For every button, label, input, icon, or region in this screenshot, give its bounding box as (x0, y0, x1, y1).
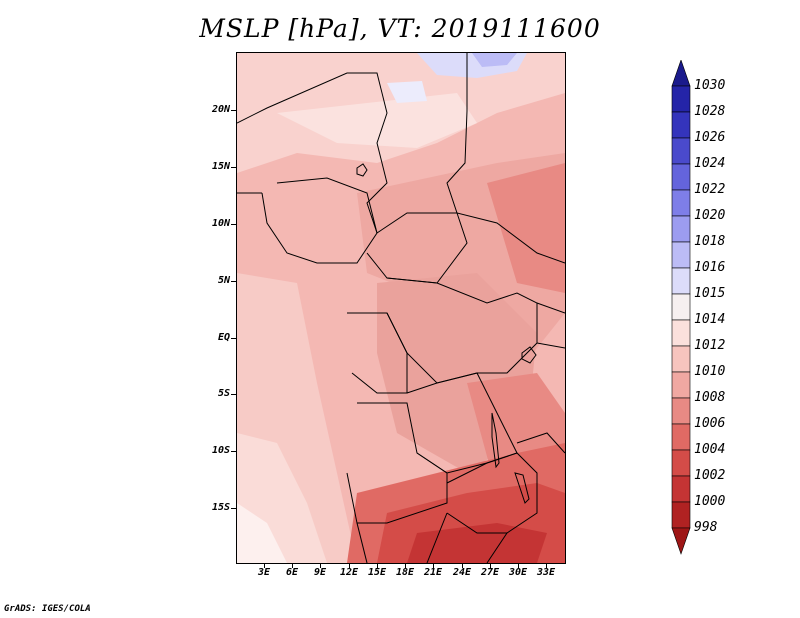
lon-label-27e: 27E (480, 567, 500, 578)
colorbar-segment (671, 397, 691, 425)
colorbar-segment (671, 137, 691, 165)
lon-label-21e: 21E (423, 567, 443, 578)
colorbar-label: 1000 (694, 494, 726, 509)
lon-label-9e: 9E (313, 567, 327, 578)
colorbar-label: 1004 (694, 442, 726, 457)
colorbar-segment (671, 293, 691, 321)
colorbar-top-triangle (671, 60, 691, 87)
lon-tick (377, 563, 378, 568)
lon-tick (320, 563, 321, 568)
colorbar-label: 1024 (694, 156, 726, 171)
colorbar-segment (671, 501, 691, 529)
lon-label-24e: 24E (452, 567, 472, 578)
lat-label-15n: 15N (211, 161, 230, 172)
colorbar-segment (671, 345, 691, 373)
lat-label-10n: 10N (211, 218, 230, 229)
lon-label-12e: 12E (339, 567, 359, 578)
lon-tick (518, 563, 519, 568)
lon-tick (264, 563, 265, 568)
lon-tick (433, 563, 434, 568)
colorbar-label: 1016 (694, 260, 726, 275)
colorbar-label: 1022 (694, 182, 726, 197)
colorbar-segment (671, 475, 691, 503)
lon-tick (292, 563, 293, 568)
lat-label-15s: 15S (211, 502, 230, 513)
colorbar-segment (671, 267, 691, 295)
colorbar-label: 1012 (694, 338, 726, 353)
colorbar (671, 60, 691, 555)
pressure-map (236, 52, 566, 564)
lon-tick (405, 563, 406, 568)
colorbar-label: 998 (694, 520, 718, 535)
colorbar-label: 1014 (694, 312, 726, 327)
colorbar-segment (671, 371, 691, 399)
colorbar-bottom-triangle (671, 527, 691, 555)
lon-tick (490, 563, 491, 568)
map-title: MSLP [hPa], VT: 2019111600 (199, 14, 601, 43)
colorbar-segment (671, 85, 691, 113)
colorbar-segment (671, 111, 691, 139)
lat-label-5s: 5S (217, 388, 230, 399)
colorbar-label: 1020 (694, 208, 726, 223)
lat-label-5n: 5N (217, 275, 230, 286)
lat-label-10s: 10S (211, 445, 230, 456)
lon-label-18e: 18E (395, 567, 415, 578)
colorbar-segment (671, 319, 691, 347)
colorbar-segment (671, 241, 691, 269)
colorbar-label: 1002 (694, 468, 726, 483)
lat-tick (231, 338, 236, 339)
lon-tick (546, 563, 547, 568)
lon-tick (349, 563, 350, 568)
colorbar-label: 1008 (694, 390, 726, 405)
colorbar-label: 1028 (694, 104, 726, 119)
colorbar-label: 1006 (694, 416, 726, 431)
lat-tick (231, 281, 236, 282)
colorbar-label: 1010 (694, 364, 726, 379)
lat-label-20n: 20N (211, 104, 230, 115)
lon-label-6e: 6E (285, 567, 299, 578)
colorbar-segment (671, 449, 691, 477)
mslp-field (237, 53, 565, 563)
colorbar-segment (671, 189, 691, 217)
lat-tick (231, 508, 236, 509)
lon-label-3e: 3E (257, 567, 271, 578)
lon-tick (462, 563, 463, 568)
colorbar-label: 1018 (694, 234, 726, 249)
colorbar-label: 1015 (694, 286, 726, 301)
lon-label-33e: 33E (536, 567, 556, 578)
lat-tick (231, 110, 236, 111)
lat-tick (231, 224, 236, 225)
colorbar-segment (671, 215, 691, 243)
colorbar-segment (671, 163, 691, 191)
colorbar-label: 1026 (694, 130, 726, 145)
lon-label-15e: 15E (367, 567, 387, 578)
lat-tick (231, 394, 236, 395)
lat-tick (231, 167, 236, 168)
lat-tick (231, 451, 236, 452)
colorbar-label: 1030 (694, 78, 726, 93)
colorbar-segment (671, 423, 691, 451)
lon-label-30e: 30E (508, 567, 528, 578)
lat-label-eq: EQ (217, 332, 230, 343)
grads-credit: GrADS: IGES/COLA (4, 604, 91, 614)
